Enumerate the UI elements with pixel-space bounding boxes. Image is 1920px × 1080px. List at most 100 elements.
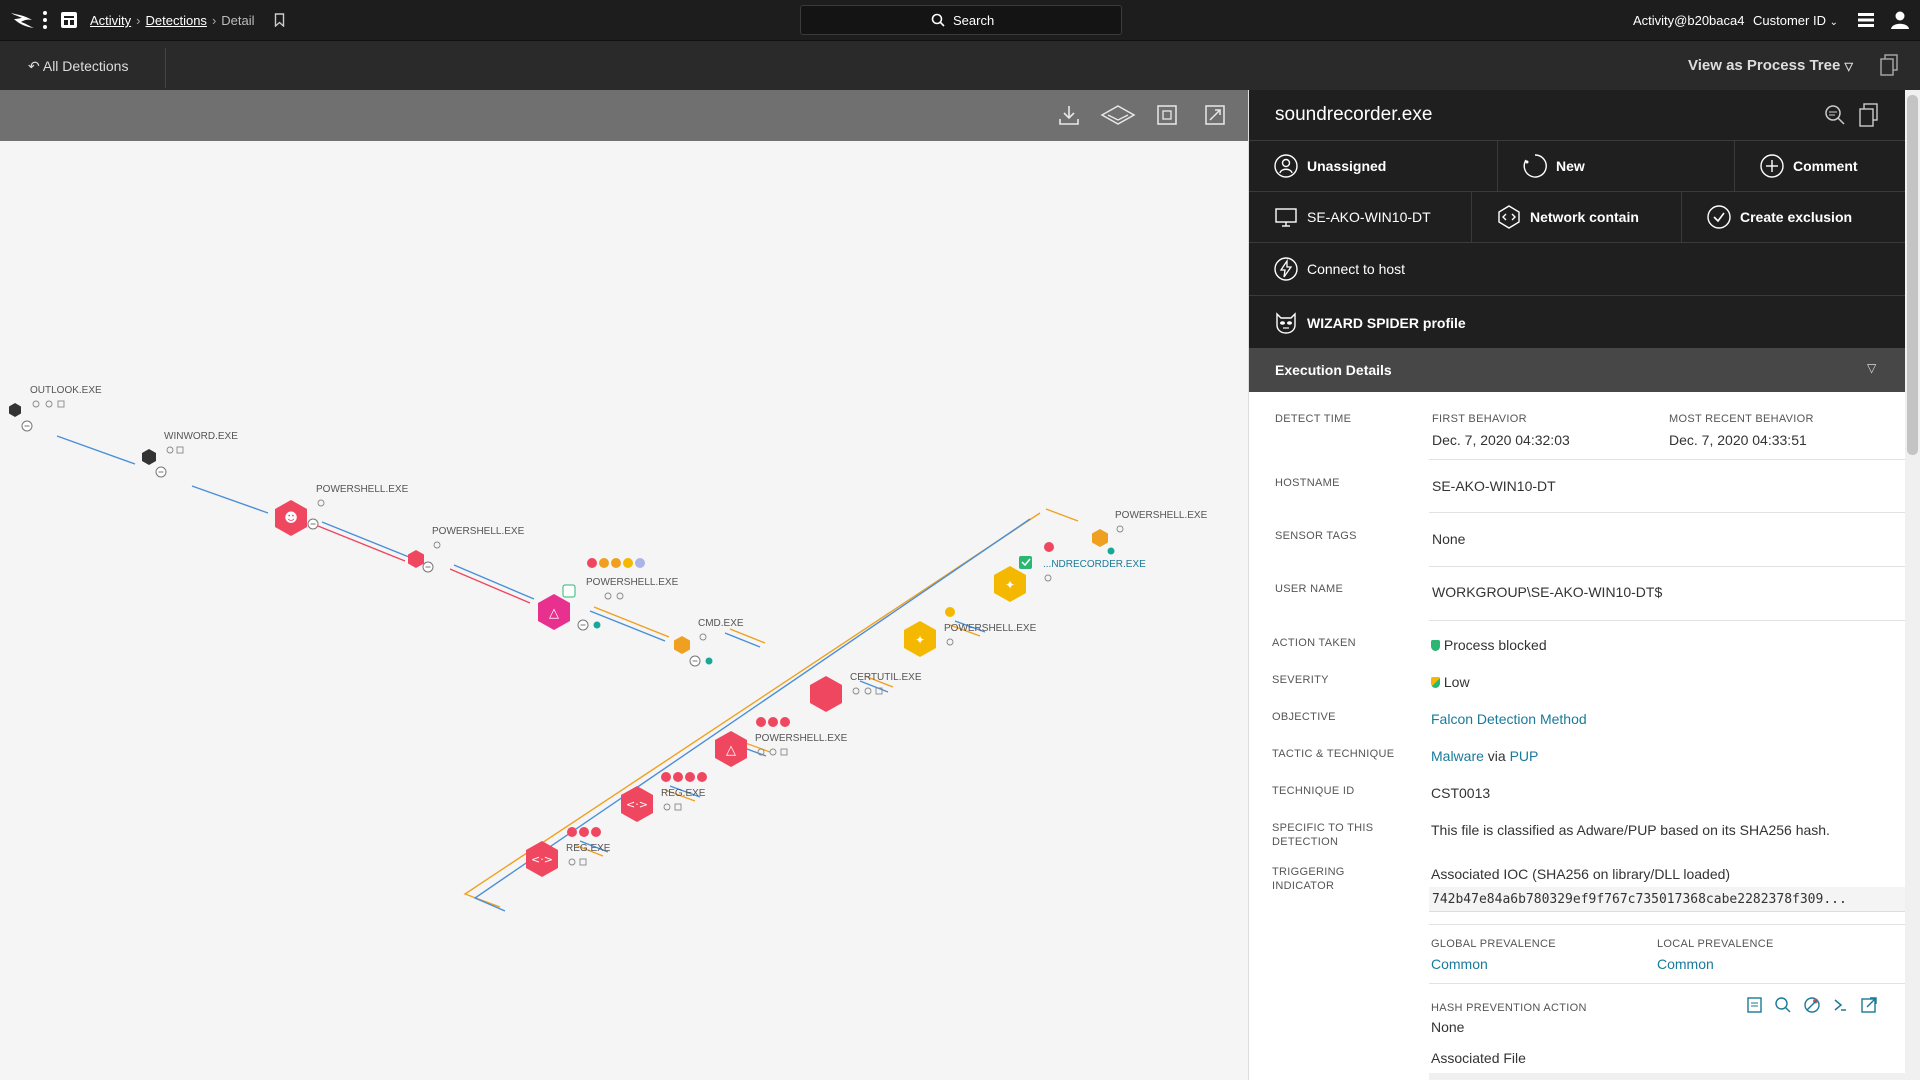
more-vertical-icon[interactable] <box>42 10 48 30</box>
action-taken-value: Process blocked <box>1431 637 1547 653</box>
hash-prevention-label: HASH PREVENTION ACTION <box>1431 1002 1587 1014</box>
triggering-label-line1: TRIGGERING <box>1272 866 1345 878</box>
create-exclusion-button[interactable]: Create exclusion <box>1681 192 1906 242</box>
block-hash-icon[interactable] <box>1803 996 1821 1014</box>
technique-id-value: CST0013 <box>1431 785 1491 801</box>
ioc-title: Associated IOC (SHA256 on library/DLL lo… <box>1431 866 1731 882</box>
status-button[interactable]: New <box>1497 141 1735 191</box>
svg-text:✦: ✦ <box>915 633 925 647</box>
search-label: Search <box>953 13 995 28</box>
tree-node-powershell-3[interactable]: △ POWERSHELL.EXE <box>538 558 679 631</box>
bookmark-icon[interactable] <box>274 13 285 27</box>
breadcrumb-activity[interactable]: Activity <box>90 13 132 28</box>
tree-node-winword[interactable]: WINWORD.EXE <box>142 431 238 478</box>
local-prevalence-label: LOCAL PREVALENCE <box>1657 938 1774 950</box>
execution-details-header[interactable]: Execution Details ▽ <box>1249 348 1906 392</box>
spider-mask-icon <box>1276 311 1296 334</box>
copy-icon[interactable] <box>1880 54 1898 76</box>
local-prevalence-value[interactable]: Common <box>1657 956 1714 972</box>
objective-label: OBJECTIVE <box>1272 711 1336 723</box>
host-button[interactable]: SE-AKO-WIN10-DT <box>1249 192 1471 242</box>
download-icon[interactable] <box>1058 104 1080 126</box>
recent-behavior-value: Dec. 7, 2020 04:33:51 <box>1669 432 1807 448</box>
action-taken-text: Process blocked <box>1443 637 1547 653</box>
copy-details-icon[interactable] <box>1859 103 1879 127</box>
node-label: POWERSHELL.EXE <box>586 577 679 588</box>
divider <box>1429 620 1906 621</box>
view-as-dropdown[interactable]: View as Process Tree ▽ <box>1688 57 1853 74</box>
svg-text:△: △ <box>726 743 736 758</box>
user-name-label: USER NAME <box>1275 583 1344 595</box>
tree-node-reg-1[interactable]: <·> REG.EXE <box>621 772 707 822</box>
process-tree-canvas[interactable]: OUTLOOK.EXE WINWORD.EXE ☻ POWERSHELL.EXE… <box>0 141 1248 1080</box>
tree-node-cmd[interactable]: CMD.EXE <box>674 618 744 667</box>
network-contain-button[interactable]: Network contain <box>1471 192 1682 242</box>
expand-icon[interactable] <box>1204 104 1226 126</box>
activity-app-icon[interactable] <box>60 11 78 29</box>
tree-node-certutil[interactable]: CERTUTIL.EXE <box>810 672 922 712</box>
node-label: POWERSHELL.EXE <box>316 484 409 495</box>
hash-prevention-value: None <box>1431 1019 1465 1035</box>
tree-node-powershell-1[interactable]: ☻ POWERSHELL.EXE <box>275 484 409 536</box>
adversary-profile-button[interactable]: WIZARD SPIDER profile <box>1249 296 1906 349</box>
tree-node-powershell-5[interactable]: ✦ POWERSHELL.EXE <box>904 607 1037 657</box>
svg-text:△: △ <box>549 606 559 621</box>
user-profile-icon[interactable] <box>1890 10 1910 30</box>
node-label: REG.EXE <box>566 843 611 854</box>
specific-label-line1: SPECIFIC TO THIS <box>1272 822 1374 834</box>
divider <box>1429 512 1906 513</box>
fit-view-icon[interactable] <box>1156 104 1178 126</box>
tree-node-powershell-6[interactable]: POWERSHELL.EXE <box>1092 510 1208 555</box>
process-graph[interactable]: OUTLOOK.EXE WINWORD.EXE ☻ POWERSHELL.EXE… <box>0 90 1248 1080</box>
tree-connectors <box>56 435 1079 912</box>
severity-value: Low <box>1431 674 1470 690</box>
layers-view-icon[interactable] <box>1100 104 1136 126</box>
tactic-link[interactable]: Malware <box>1431 748 1484 764</box>
severity-icon <box>1431 677 1440 688</box>
node-label: POWERSHELL.EXE <box>1115 510 1208 521</box>
tree-node-reg-2[interactable]: <·> REG.EXE <box>526 827 611 877</box>
tree-node-powershell-2[interactable]: POWERSHELL.EXE <box>408 526 525 573</box>
search-hash-icon[interactable] <box>1774 996 1792 1014</box>
action-row-3: Connect to host <box>1249 242 1906 295</box>
connect-to-host-button[interactable]: Connect to host <box>1249 243 1906 295</box>
comment-label: Comment <box>1793 158 1858 174</box>
list-panel-icon[interactable] <box>1857 11 1875 29</box>
falcon-logo-icon[interactable] <box>10 10 36 30</box>
user-name-value: WORKGROUP\SE-AKO-WIN10-DT$ <box>1432 584 1663 600</box>
tree-node-outlook[interactable]: OUTLOOK.EXE <box>9 385 102 432</box>
breadcrumb-detections[interactable]: Detections <box>145 13 207 28</box>
customer-id-dropdown[interactable]: Customer ID ⌄ <box>1753 13 1838 28</box>
user-account[interactable]: Activity@b20baca4 <box>1633 13 1745 28</box>
external-link-icon[interactable] <box>1860 996 1878 1014</box>
specific-value: This file is classified as Adware/PUP ba… <box>1431 822 1830 838</box>
global-prevalence-value[interactable]: Common <box>1431 956 1488 972</box>
tactic-label: TACTIC & TECHNIQUE <box>1272 748 1395 760</box>
hash-action-icons <box>1746 996 1878 1019</box>
tree-node-soundrecorder[interactable]: ✦ ...NDRECORDER.EXE <box>994 542 1146 602</box>
severity-text: Low <box>1443 674 1470 690</box>
all-detections-button[interactable]: ↶ All Detections <box>28 58 128 75</box>
svg-text:<·>: <·> <box>626 798 648 811</box>
user-icon <box>1274 154 1298 178</box>
technique-link[interactable]: PUP <box>1509 748 1539 764</box>
top-bar: Activity › Detections › Detail Search Activi… <box>0 0 1920 40</box>
action-row-2: SE-AKO-WIN10-DT Network contain Create e… <box>1249 191 1906 242</box>
process-search-icon[interactable] <box>1824 104 1846 126</box>
search-input[interactable]: Search <box>800 5 1122 35</box>
comment-button[interactable]: Comment <box>1734 141 1906 191</box>
terminal-icon[interactable] <box>1831 996 1849 1014</box>
objective-link[interactable]: Falcon Detection Method <box>1431 711 1587 727</box>
tactic-value: Malware via PUP <box>1431 748 1538 764</box>
edit-note-icon[interactable] <box>1746 996 1764 1014</box>
recent-behavior-label: MOST RECENT BEHAVIOR <box>1669 413 1814 425</box>
panel-scrollbar-thumb[interactable] <box>1907 95 1918 455</box>
assign-button[interactable]: Unassigned <box>1249 141 1497 191</box>
svg-text:☻: ☻ <box>284 511 298 526</box>
hostname-value[interactable]: SE-AKO-WIN10-DT <box>1432 478 1556 494</box>
ioc-hash-box[interactable]: 742b47e84a6b780329ef9f767c735017368cabe2… <box>1429 887 1906 912</box>
tree-node-powershell-4[interactable]: △ POWERSHELL.EXE <box>715 717 848 767</box>
sensor-tags-value: None <box>1432 531 1466 547</box>
detection-detail-panel: soundrecorder.exe Unassigned New Comment… <box>1248 90 1906 1080</box>
specific-label-line2: DETECTION <box>1272 836 1339 848</box>
